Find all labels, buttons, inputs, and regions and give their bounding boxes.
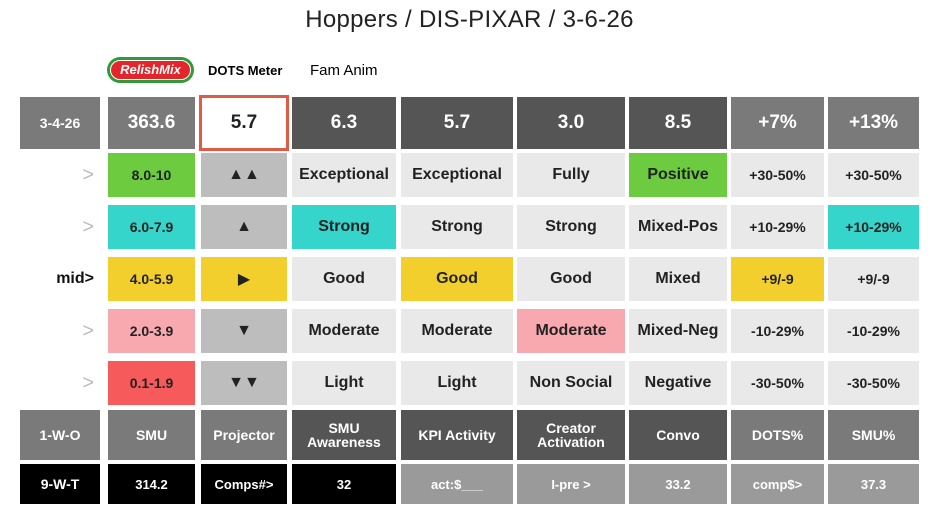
bottom-smu-pct: 37.3 [828, 464, 919, 504]
smu-pct-cell: +30-50% [828, 153, 919, 197]
row-label: > [20, 205, 100, 249]
up-arrow-icon: ▲ [201, 205, 287, 249]
convo-value: 8.5 [629, 97, 727, 149]
header-convo: Convo [629, 410, 727, 460]
activity-cell: Good [401, 257, 513, 301]
dots-pct-cell: -10-29% [731, 309, 824, 353]
activation-cell: Non Social [517, 361, 625, 405]
awareness-cell: Light [292, 361, 396, 405]
activity-cell: Strong [401, 205, 513, 249]
range-cell: 8.0-10 [108, 153, 195, 197]
row-label: > [20, 361, 100, 405]
bottom-9wt: 9-W-T [20, 464, 100, 504]
activity-cell: Exceptional [401, 153, 513, 197]
bottom-act: act:$___ [401, 464, 513, 504]
projector-value: 5.7 [199, 95, 289, 151]
convo-cell: Mixed-Neg [629, 309, 727, 353]
smu-pct-value: +13% [828, 97, 919, 149]
convo-cell: Mixed-Pos [629, 205, 727, 249]
dots-meter-label: DOTS Meter [208, 63, 283, 78]
smu-value: 363.6 [108, 97, 195, 149]
convo-cell: Mixed [629, 257, 727, 301]
bottom-32: 32 [292, 464, 396, 504]
awareness-cell: Strong [292, 205, 396, 249]
activation-cell: Fully [517, 153, 625, 197]
right-arrow-icon: ▶ [201, 257, 287, 301]
bottom-ipre: I-pre > [517, 464, 625, 504]
activation-cell: Strong [517, 205, 625, 249]
dots-pct-cell: +10-29% [731, 205, 824, 249]
header-smu: SMU [108, 410, 195, 460]
dots-pct-cell: +30-50% [731, 153, 824, 197]
header-1wo: 1-W-O [20, 410, 100, 460]
header-dots-pct: DOTS% [731, 410, 824, 460]
logo-text: RelishMix [110, 60, 191, 80]
row-label: > [20, 309, 100, 353]
dots-pct-value: +7% [731, 97, 824, 149]
header-projector: Projector [201, 410, 287, 460]
date-cell: 3-4-26 [20, 97, 100, 149]
awareness-cell: Good [292, 257, 396, 301]
down-arrow-icon: ▼ [201, 309, 287, 353]
bottom-smu: 314.2 [108, 464, 195, 504]
range-cell: 2.0-3.9 [108, 309, 195, 353]
relishmix-logo: RelishMix [107, 57, 194, 83]
creator-activation-value: 3.0 [517, 97, 625, 149]
double-up-arrow-icon: ▲▲ [201, 153, 287, 197]
bottom-comps: Comps#> [201, 464, 287, 504]
convo-cell: Positive [629, 153, 727, 197]
smu-pct-cell: +9/-9 [828, 257, 919, 301]
range-cell: 0.1-1.9 [108, 361, 195, 405]
smu-awareness-value: 6.3 [292, 97, 396, 149]
awareness-cell: Exceptional [292, 153, 396, 197]
activation-cell: Good [517, 257, 625, 301]
fam-label: Fam Anim [310, 62, 378, 79]
awareness-cell: Moderate [292, 309, 396, 353]
smu-pct-cell: -10-29% [828, 309, 919, 353]
bottom-comp: comp$> [731, 464, 824, 504]
kpi-activity-value: 5.7 [401, 97, 513, 149]
header-kpi-activity: KPI Activity [401, 410, 513, 460]
page-title: Hoppers / DIS-PIXAR / 3-6-26 [305, 6, 634, 33]
activity-cell: Light [401, 361, 513, 405]
header-smu-awareness: SMU Awareness [292, 410, 396, 460]
range-cell: 6.0-7.9 [108, 205, 195, 249]
activity-cell: Moderate [401, 309, 513, 353]
row-label: > [20, 153, 100, 197]
row-label-mid: mid> [20, 257, 100, 301]
activation-cell: Moderate [517, 309, 625, 353]
convo-cell: Negative [629, 361, 727, 405]
header-creator-activation: Creator Activation [517, 410, 625, 460]
dots-pct-cell: -30-50% [731, 361, 824, 405]
double-down-arrow-icon: ▼▼ [201, 361, 287, 405]
dots-pct-cell: +9/-9 [731, 257, 824, 301]
smu-pct-cell: -30-50% [828, 361, 919, 405]
header-smu-pct: SMU% [828, 410, 919, 460]
range-cell: 4.0-5.9 [108, 257, 195, 301]
smu-pct-cell: +10-29% [828, 205, 919, 249]
bottom-convo: 33.2 [629, 464, 727, 504]
